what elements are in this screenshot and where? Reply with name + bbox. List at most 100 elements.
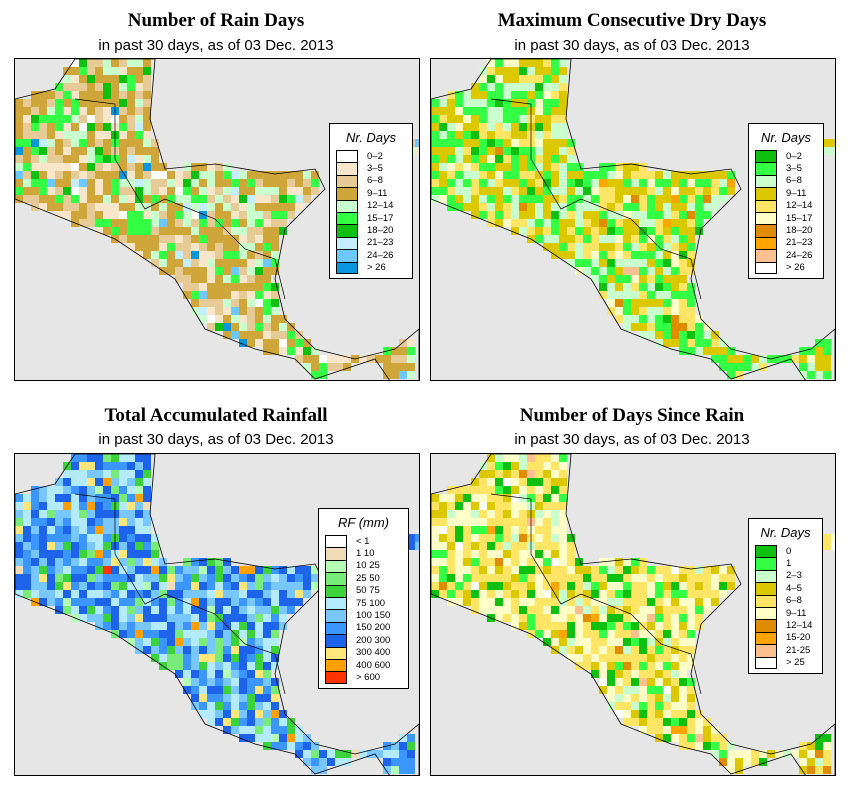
grid-cell [431, 139, 439, 147]
grid-cell [255, 654, 263, 662]
legend-swatch [755, 187, 777, 200]
grid-cell [119, 195, 127, 203]
grid-cell [143, 75, 151, 83]
grid-cell [543, 179, 551, 187]
grid-cell [631, 622, 639, 630]
grid-cell [231, 251, 239, 259]
grid-cell [655, 670, 663, 678]
grid-cell [503, 67, 511, 75]
grid-cell [431, 99, 439, 107]
grid-cell [687, 598, 695, 606]
grid-cell [151, 139, 159, 147]
grid-cell [79, 203, 87, 211]
grid-cell [183, 638, 191, 646]
grid-cell [535, 590, 543, 598]
grid-cell [71, 211, 79, 219]
legend-item: 1 10 [325, 547, 402, 560]
grid-cell [79, 558, 87, 566]
grid-cell [87, 590, 95, 598]
grid-cell [167, 574, 175, 582]
grid-cell [559, 470, 567, 478]
grid-cell [399, 758, 407, 766]
grid-cell [607, 590, 615, 598]
grid-cell [167, 219, 175, 227]
grid-cell [471, 542, 479, 550]
grid-cell [551, 187, 559, 195]
grid-cell [719, 566, 727, 574]
grid-cell [687, 646, 695, 654]
grid-cell [687, 187, 695, 195]
legend-label: > 600 [356, 671, 381, 683]
grid-cell [487, 526, 495, 534]
grid-cell [527, 227, 535, 235]
grid-cell [695, 598, 703, 606]
grid-cell [119, 622, 127, 630]
grid-cell [647, 211, 655, 219]
grid-cell [551, 630, 559, 638]
grid-cell [247, 702, 255, 710]
grid-cell [639, 646, 647, 654]
grid-cell [615, 654, 623, 662]
grid-cell [543, 598, 551, 606]
grid-cell [95, 454, 103, 462]
grid-cell [751, 355, 759, 363]
grid-cell [543, 462, 551, 470]
grid-cell [207, 574, 215, 582]
grid-cell [23, 494, 31, 502]
grid-cell [687, 654, 695, 662]
grid-cell [455, 163, 463, 171]
grid-cell [127, 91, 135, 99]
grid-cell [175, 251, 183, 259]
grid-cell [79, 83, 87, 91]
legend-swatch [755, 174, 777, 188]
grid-cell [127, 139, 135, 147]
grid-cell [151, 171, 159, 179]
grid-cell [127, 614, 135, 622]
grid-cell [95, 486, 103, 494]
grid-cell [79, 494, 87, 502]
grid-cell [39, 91, 47, 99]
grid-cell [103, 542, 111, 550]
grid-cell [639, 638, 647, 646]
grid-cell [831, 534, 835, 542]
grid-cell [511, 566, 519, 574]
grid-cell [23, 510, 31, 518]
grid-cell [687, 323, 695, 331]
grid-cell [575, 211, 583, 219]
grid-cell [543, 147, 551, 155]
grid-cell [519, 163, 527, 171]
grid-cell [135, 99, 143, 107]
grid-cell [511, 67, 519, 75]
grid-cell [615, 307, 623, 315]
grid-cell [223, 678, 231, 686]
grid-cell [591, 267, 599, 275]
grid-cell [223, 307, 231, 315]
grid-cell [679, 686, 687, 694]
grid-cell [239, 734, 247, 742]
grid-cell [487, 542, 495, 550]
grid-cell [23, 115, 31, 123]
grid-cell [311, 742, 319, 750]
grid-cell [511, 470, 519, 478]
grid-cell [495, 115, 503, 123]
grid-cell [103, 139, 111, 147]
grid-cell [535, 99, 543, 107]
grid-cell [231, 171, 239, 179]
grid-cell [663, 694, 671, 702]
grid-cell [255, 323, 263, 331]
grid-cell [679, 219, 687, 227]
grid-cell [199, 622, 207, 630]
grid-cell [567, 211, 575, 219]
grid-cell [95, 510, 103, 518]
grid-cell [239, 195, 247, 203]
grid-cell [87, 566, 95, 574]
grid-cell [607, 291, 615, 299]
grid-cell [79, 486, 87, 494]
grid-cell [639, 283, 647, 291]
grid-cell [655, 331, 663, 339]
grid-cell [743, 363, 751, 371]
grid-cell [215, 243, 223, 251]
grid-cell [807, 758, 815, 766]
legend-swatch [336, 187, 358, 200]
legend-item: 50 75 [325, 584, 402, 597]
